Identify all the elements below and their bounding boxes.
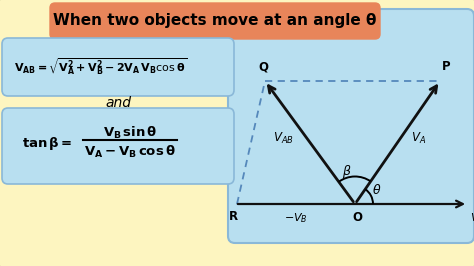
FancyBboxPatch shape [2,38,234,96]
Text: O: O [352,211,362,224]
FancyBboxPatch shape [2,108,234,184]
Text: $V_{AB}$: $V_{AB}$ [273,131,294,146]
Text: $V_A$: $V_A$ [411,131,427,146]
FancyBboxPatch shape [228,9,474,243]
Text: $\mathbf{tan\,\beta =}$: $\mathbf{tan\,\beta =}$ [22,135,73,152]
Text: and: and [105,96,131,110]
Text: $V_B$: $V_B$ [470,211,474,225]
Text: $\mathbf{V_{AB} = \sqrt{V_A^2 + V_B^2 - 2V_A\,V_B\cos\theta}}$: $\mathbf{V_{AB} = \sqrt{V_A^2 + V_B^2 - … [14,57,187,77]
Text: $\beta$: $\beta$ [342,164,352,181]
Text: R: R [228,210,237,223]
Text: $\mathbf{V_A - V_B\,cos\,\theta}$: $\mathbf{V_A - V_B\,cos\,\theta}$ [84,144,176,160]
Text: $\theta$: $\theta$ [372,183,382,197]
Text: When two objects move at an angle θ: When two objects move at an angle θ [53,14,377,28]
Text: $\mathbf{V_B\,sin\,\theta}$: $\mathbf{V_B\,sin\,\theta}$ [103,125,157,141]
Text: P: P [442,60,451,73]
FancyBboxPatch shape [50,3,380,39]
Text: $-V_B$: $-V_B$ [284,211,308,225]
Text: Q: Q [258,60,268,73]
